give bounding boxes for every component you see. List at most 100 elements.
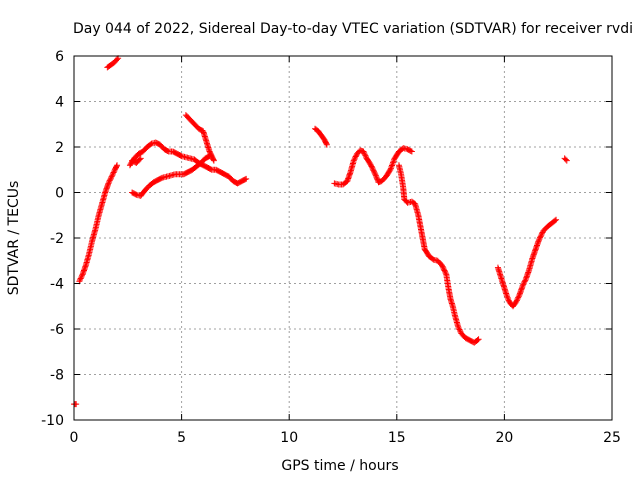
data-point xyxy=(78,272,85,279)
data-point xyxy=(109,172,116,179)
data-point xyxy=(371,168,378,175)
data-point xyxy=(441,267,448,274)
data-point xyxy=(520,281,527,288)
data-point xyxy=(538,232,545,239)
data-point xyxy=(360,148,367,155)
data-point xyxy=(391,156,398,163)
grid-lines xyxy=(74,56,612,420)
y-tick-label: 2 xyxy=(55,140,64,156)
data-point xyxy=(147,141,154,148)
data-point xyxy=(114,162,121,169)
axis-ticks: 0 5 10 15 20 25 -10 -8 -6 -4 -2 0 2 4 6 xyxy=(41,49,621,446)
data-point xyxy=(535,237,542,244)
data-point xyxy=(352,153,359,160)
data-point xyxy=(408,148,415,155)
data-point xyxy=(106,179,113,186)
data-point xyxy=(512,299,519,306)
data-point xyxy=(371,170,378,176)
data-point xyxy=(407,147,414,154)
data-point xyxy=(78,274,85,281)
x-tick-label: 0 xyxy=(70,430,79,446)
data-point xyxy=(475,336,482,343)
data-point xyxy=(136,156,143,163)
data-point xyxy=(553,216,560,223)
data-point xyxy=(373,173,380,180)
data-point xyxy=(352,154,359,161)
data-point xyxy=(504,293,511,300)
data-point xyxy=(439,263,446,270)
data-point xyxy=(503,291,510,298)
data-point xyxy=(361,149,368,156)
data-point xyxy=(369,166,376,173)
data-point xyxy=(77,276,84,283)
data-point xyxy=(519,282,526,289)
data-point xyxy=(107,176,114,183)
data-point xyxy=(390,159,397,166)
data-point xyxy=(243,175,250,182)
data-point xyxy=(372,172,379,179)
data-point xyxy=(108,174,115,181)
data-point xyxy=(368,163,375,170)
data-point xyxy=(106,177,113,184)
data-point xyxy=(350,157,357,164)
data-point xyxy=(438,262,445,269)
data-point xyxy=(457,327,464,334)
data-point xyxy=(323,140,330,147)
data-point xyxy=(137,155,144,162)
data-point xyxy=(207,166,214,173)
data-point xyxy=(372,171,379,178)
data-point xyxy=(387,165,394,172)
x-axis-label: GPS time / hours xyxy=(281,458,398,474)
x-tick-label: 25 xyxy=(603,430,621,446)
data-point xyxy=(177,152,184,159)
data-point xyxy=(513,297,520,304)
x-tick-label: 5 xyxy=(177,430,186,446)
data-point xyxy=(504,294,511,301)
data-point xyxy=(242,176,249,183)
data-point xyxy=(362,152,369,159)
data-point xyxy=(388,162,395,169)
data-point xyxy=(386,167,393,174)
data-point xyxy=(389,161,396,168)
data-point xyxy=(351,156,358,163)
y-tick-label: 6 xyxy=(55,49,64,65)
data-point xyxy=(158,175,165,182)
data-point xyxy=(537,233,544,240)
data-point xyxy=(108,173,115,180)
data-point xyxy=(551,217,558,224)
data-point xyxy=(361,151,368,158)
data-point xyxy=(363,154,370,161)
data-point xyxy=(164,147,171,154)
data-point xyxy=(440,264,447,271)
x-tick-label: 20 xyxy=(495,430,513,446)
data-point xyxy=(370,167,377,174)
y-tick-label: -2 xyxy=(50,231,64,247)
y-tick-label: -6 xyxy=(50,322,64,338)
data-point xyxy=(323,141,330,148)
data-point xyxy=(442,270,449,277)
data-point xyxy=(429,255,436,262)
data-point xyxy=(109,170,116,177)
data-point xyxy=(77,275,84,282)
data-point xyxy=(113,163,120,170)
y-tick-label: 0 xyxy=(55,186,64,202)
data-point xyxy=(111,168,118,175)
y-tick-label: -4 xyxy=(50,277,64,293)
data-point xyxy=(132,191,139,198)
y-tick-label: -10 xyxy=(41,413,64,429)
data-point xyxy=(114,56,121,63)
data-point xyxy=(515,293,522,300)
data-point xyxy=(440,266,447,273)
data-point xyxy=(505,296,512,303)
x-tick-label: 15 xyxy=(388,430,406,446)
data-point xyxy=(515,294,522,301)
y-tick-label: -8 xyxy=(50,368,64,384)
data-point xyxy=(522,277,529,284)
data-point xyxy=(562,156,569,163)
y-axis-label: SDTVAR / TECUs xyxy=(6,181,22,296)
data-point xyxy=(367,162,374,169)
data-point xyxy=(536,235,543,242)
data-point xyxy=(210,156,217,163)
data-point xyxy=(387,166,394,173)
